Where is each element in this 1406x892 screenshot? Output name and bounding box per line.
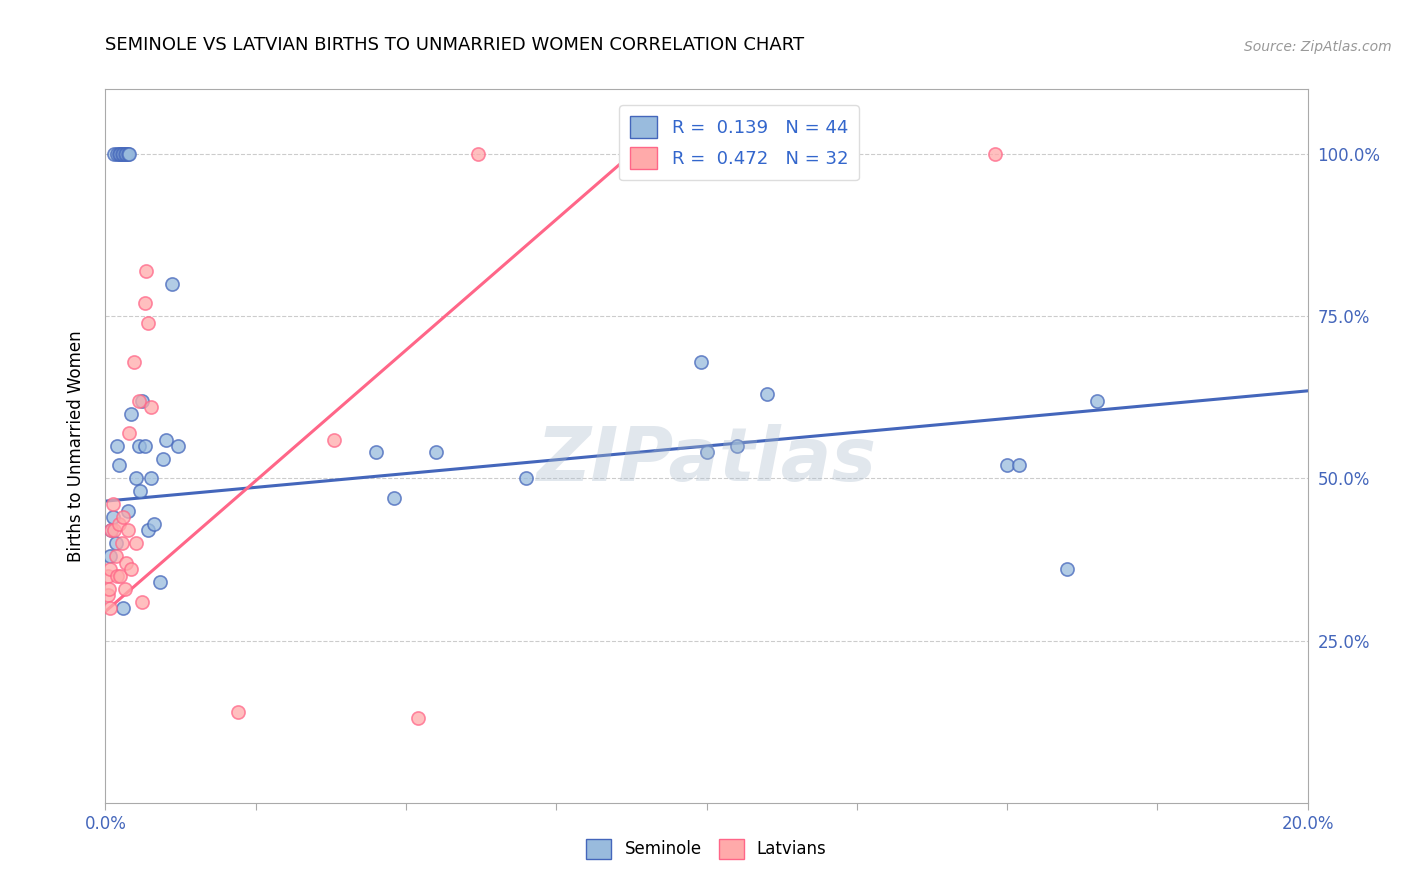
Point [1085, 393, 1108, 408]
Point [100, 524, 122, 538]
Point [148, 575, 170, 590]
Legend: Seminole, Latvians: Seminole, Latvians [579, 832, 834, 866]
Point [97, 588, 120, 602]
Text: SEMINOLE VS LATVIAN BIRTHS TO UNMARRIED WOMEN CORRELATION CHART: SEMINOLE VS LATVIAN BIRTHS TO UNMARRIED … [105, 36, 804, 54]
Point [112, 601, 135, 615]
Point [984, 147, 1007, 161]
Point [136, 316, 159, 330]
Point [98, 582, 121, 596]
Point [110, 568, 132, 582]
Point [131, 393, 153, 408]
Point [124, 354, 146, 368]
Point [107, 568, 129, 582]
Point [128, 439, 150, 453]
Point [120, 407, 142, 421]
Point [226, 705, 249, 719]
Point [689, 354, 711, 368]
Point [124, 536, 146, 550]
Point [755, 387, 778, 401]
Point [136, 524, 159, 538]
Point [101, 510, 124, 524]
Point [467, 147, 489, 161]
Point [114, 147, 136, 161]
Point [117, 504, 139, 518]
Point [322, 433, 344, 447]
Point [515, 471, 537, 485]
Point [112, 510, 135, 524]
Point [107, 458, 129, 473]
Point [105, 549, 128, 564]
Point [995, 458, 1018, 473]
Point [135, 264, 157, 278]
Point [103, 524, 125, 538]
Point [98, 549, 121, 564]
Point [107, 147, 129, 161]
Point [114, 582, 136, 596]
Point [97, 568, 120, 582]
Point [115, 556, 138, 570]
Point [111, 536, 134, 550]
Point [139, 400, 162, 414]
Y-axis label: Births to Unmarried Women: Births to Unmarried Women [66, 330, 84, 562]
Point [166, 439, 188, 453]
Point [139, 471, 162, 485]
Point [131, 595, 153, 609]
Point [155, 433, 177, 447]
Point [425, 445, 447, 459]
Point [1008, 458, 1031, 473]
Point [142, 516, 165, 531]
Point [364, 445, 387, 459]
Point [107, 516, 129, 531]
Text: Source: ZipAtlas.com: Source: ZipAtlas.com [1244, 39, 1392, 54]
Point [117, 524, 139, 538]
Point [98, 562, 121, 576]
Text: ZIPatlas: ZIPatlas [537, 424, 876, 497]
Point [105, 536, 128, 550]
Point [107, 439, 129, 453]
Point [124, 471, 146, 485]
Point [696, 445, 718, 459]
Point [129, 484, 152, 499]
Point [128, 393, 150, 408]
Point [1056, 562, 1078, 576]
Point [98, 601, 121, 615]
Point [152, 452, 174, 467]
Point [101, 497, 124, 511]
Point [111, 147, 134, 161]
Point [134, 296, 156, 310]
Point [100, 524, 122, 538]
Point [160, 277, 183, 291]
Point [134, 439, 156, 453]
Point [107, 147, 129, 161]
Point [115, 147, 138, 161]
Point [118, 147, 141, 161]
Point [120, 562, 142, 576]
Point [117, 147, 139, 161]
Point [382, 491, 405, 505]
Point [406, 711, 429, 725]
Point [110, 147, 132, 161]
Point [118, 425, 141, 440]
Point [103, 147, 125, 161]
Point [112, 147, 135, 161]
Point [725, 439, 748, 453]
